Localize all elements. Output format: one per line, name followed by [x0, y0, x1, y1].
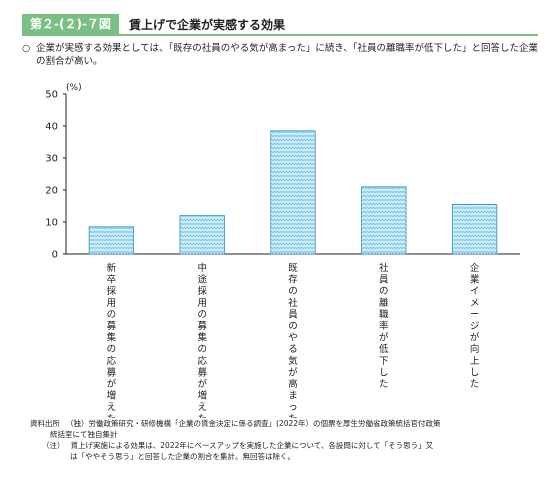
footnote-text: 賃上げ実施による効果は、2022年にベースアップを実施した企業について、各設問に… — [70, 441, 434, 450]
y-tick-label: 50 — [45, 90, 58, 101]
y-axis-unit-label: (%) — [66, 83, 82, 93]
figure-title: 賃上げで企業が実感する効果 — [128, 17, 285, 32]
bar — [88, 226, 135, 255]
source-note: 資料出所 （独）労働政策研究・研修機構「企業の賃金決定に係る調査」(2022年）… — [30, 418, 535, 429]
source-text-continued: 統括室にて独自集計 — [50, 430, 118, 439]
y-tick-label: 10 — [45, 218, 58, 229]
bar — [451, 203, 498, 255]
y-tick-label: 0 — [52, 250, 58, 261]
bullet-circle-icon: ○ — [22, 43, 31, 54]
bar-chart: (%) 0 10 20 30 40 50 新卒採用の募集の応募が増えた 中途採用の募集の応募… — [45, 83, 520, 418]
figure-header: 第２-(２)-７図 賃上げで企業が実感する効果 — [22, 14, 538, 36]
source-head: 資料出所 — [30, 419, 60, 428]
footnote-head: （注） — [42, 441, 65, 450]
footnote: （注） 賃上げ実施による効果は、2022年にベースアップを実施した企業について、… — [30, 440, 535, 451]
bar — [361, 186, 407, 255]
category-label: 社員の離職率が低下した — [379, 262, 389, 390]
figure-number: 第２-(２)-７図 — [22, 14, 119, 34]
footnote-text-continued: は「ややそう思う」と回答した企業の割合を集計。無回答は除く。 — [70, 452, 295, 461]
category-label: 新卒採用の募集の応募が増えた — [107, 262, 117, 418]
category-label: 中途採用の募集の応募が増えた — [197, 262, 207, 418]
category-label: 既存の社員のやる気が高まった — [288, 263, 298, 418]
y-tick-label: 30 — [45, 154, 58, 165]
y-tick-label: 20 — [45, 186, 58, 197]
source-text: （独）労働政策研究・研修機構「企業の賃金決定に係る調査」(2022年）の個票を厚… — [66, 419, 441, 428]
y-tick-label: 40 — [45, 122, 58, 133]
bar — [179, 215, 225, 255]
figure-notes: 資料出所 （独）労働政策研究・研修機構「企業の賃金決定に係る調査」(2022年）… — [30, 418, 535, 462]
category-label: 企業イメージが向上した — [470, 262, 480, 390]
bar — [270, 130, 316, 255]
lead-text: 企業が実感する効果としては、「既存の社員のやる気が高まった」に続き、「社員の離職… — [36, 43, 538, 67]
lead-paragraph: ○ 企業が実感する効果としては、「既存の社員のやる気が高まった」に続き、「社員の… — [22, 42, 540, 68]
